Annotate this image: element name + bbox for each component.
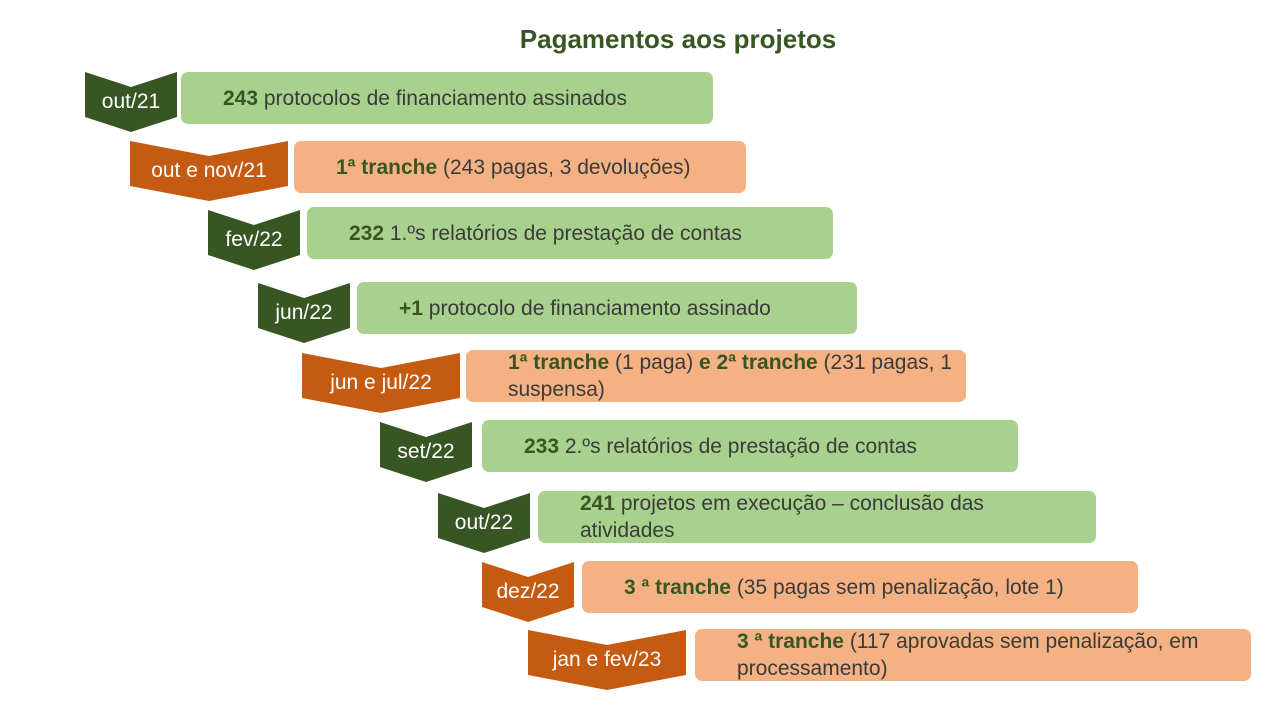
chevron-down-shape — [302, 353, 460, 413]
date-tag-dez-22: dez/22 — [482, 562, 574, 622]
date-label: dez/22 — [496, 580, 560, 603]
date-tag-set-22: set/22 — [380, 422, 472, 482]
date-tag-jun-jul-22: jun e jul/22 — [302, 353, 460, 413]
date-label: out e nov/21 — [151, 159, 267, 182]
date-tag-out-nov-21: out e nov/21 — [130, 141, 288, 201]
chevron-down-shape — [380, 422, 472, 482]
step-box: 1ª tranche (243 pagas, 3 devoluções) — [294, 141, 746, 193]
step-box: 3 ª tranche (35 pagas sem penalização, l… — [582, 561, 1138, 613]
step-box: 1ª tranche (1 paga) e 2ª tranche (231 pa… — [466, 350, 966, 402]
chevron-down-shape — [85, 72, 177, 132]
date-label: jan e fev/23 — [552, 648, 662, 671]
chevron-down-shape — [258, 283, 350, 343]
chevron-down-shape — [482, 562, 574, 622]
chevron-down-shape — [130, 141, 288, 201]
step-box: 232 1.ºs relatórios de prestação de cont… — [307, 207, 833, 259]
chevron-down-shape — [528, 630, 686, 690]
date-label: jun e jul/22 — [330, 371, 432, 394]
step-text: 1ª tranche (1 paga) e 2ª tranche (231 pa… — [508, 351, 952, 401]
step-box: 3 ª tranche (117 aprovadas sem penalizaç… — [695, 629, 1251, 681]
step-text: +1 protocolo de financiamento assinado — [399, 296, 771, 320]
date-label: jun/22 — [275, 301, 333, 324]
step-box: 243 protocolos de financiamento assinado… — [181, 72, 713, 124]
step-box: 241 projetos em execução – conclusão das… — [538, 491, 1096, 543]
date-label: out/22 — [454, 511, 514, 534]
step-text: 243 protocolos de financiamento assinado… — [223, 86, 627, 110]
date-label: fev/22 — [225, 228, 283, 251]
step-text: 241 projetos em execução – conclusão das… — [580, 492, 984, 542]
step-box: 233 2.ºs relatórios de prestação de cont… — [482, 420, 1018, 472]
date-tag-jun-22: jun/22 — [258, 283, 350, 343]
page-title: Pagamentos aos projetos — [519, 24, 837, 54]
date-label: set/22 — [397, 440, 455, 463]
step-text: 3 ª tranche (35 pagas sem penalização, l… — [624, 575, 1064, 599]
date-tag-out-21: out/21 — [85, 72, 177, 132]
step-text: 233 2.ºs relatórios de prestação de cont… — [524, 434, 917, 458]
date-tag-jan-fev-23: jan e fev/23 — [528, 630, 686, 690]
step-text: 1ª tranche (243 pagas, 3 devoluções) — [336, 155, 691, 179]
date-tag-fev-22: fev/22 — [208, 210, 300, 270]
step-text: 3 ª tranche (117 aprovadas sem penalizaç… — [737, 630, 1199, 680]
date-tag-out-22: out/22 — [438, 493, 530, 553]
chevron-down-shape — [438, 493, 530, 553]
step-text: 232 1.ºs relatórios de prestação de cont… — [349, 221, 742, 245]
step-box: +1 protocolo de financiamento assinado — [357, 282, 857, 334]
chevron-down-shape — [208, 210, 300, 270]
date-label: out/21 — [101, 90, 161, 113]
